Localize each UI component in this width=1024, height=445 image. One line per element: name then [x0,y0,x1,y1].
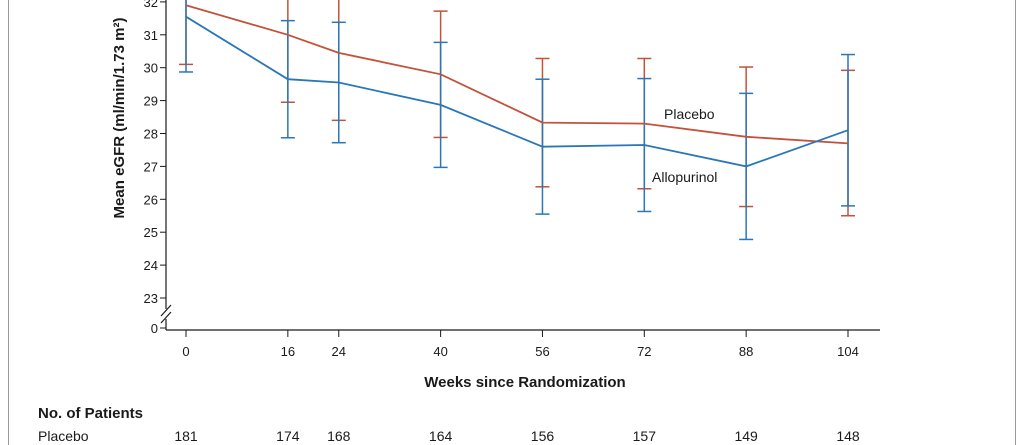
x-tick-label-56: 56 [535,344,549,359]
y-tick-label-28: 28 [144,127,158,142]
axes: 0 23 24 25 26 27 28 29 30 31 32 0 16 24 40 56 72 88 104 [144,0,880,359]
y-axis-break-mark-lower [160,311,172,324]
patients-count-week-40: 164 [429,428,453,444]
y-tick-label-31: 31 [144,28,158,43]
x-tick-label-0: 0 [182,344,189,359]
patients-row-label-placebo: Placebo [38,428,89,444]
allopurinol-series-line [185,15,849,168]
patients-count-week-56: 156 [531,428,555,444]
y-tick-label-26: 26 [144,192,158,207]
x-axis-title: Weeks since Randomization [424,374,625,391]
y-tick-label-27: 27 [144,159,158,174]
y-axis-break-mark-upper [160,304,172,317]
patients-count-week-88: 149 [734,428,758,444]
patients-count-week-72: 157 [633,428,657,444]
x-tick-label-40: 40 [433,344,447,359]
placebo-series-line [185,4,849,145]
patients-count-week-24: 168 [327,428,351,444]
y-tick-label-25: 25 [144,225,158,240]
placebo-series-label: Placebo [664,106,715,122]
y-tick-label-23: 23 [144,291,158,306]
y-tick-label-32: 32 [144,0,158,10]
patients-count-week-104: 148 [836,428,860,444]
allopurinol-error-bar-0 [179,0,193,73]
patients-count-week-0: 181 [174,428,198,444]
figure-frame [8,0,1016,445]
y-axis-title: Mean eGFR (ml/min/1.73 m²) [111,18,128,219]
y-tick-label-24: 24 [144,258,158,273]
patients-count-week-16: 174 [276,428,300,444]
chart-marks [179,0,855,241]
allopurinol-series-label: Allopurinol [652,169,717,185]
x-tick-label-24: 24 [332,344,346,359]
x-tick-label-104: 104 [837,344,859,359]
y-tick-label-0: 0 [151,321,158,336]
x-tick-label-72: 72 [637,344,651,359]
x-tick-label-88: 88 [739,344,753,359]
patients-row-placebo: 181 174 168 164 156 157 149 148 [174,428,860,444]
y-tick-label-29: 29 [144,94,158,109]
y-tick-label-30: 30 [144,61,158,76]
patients-table-heading: No. of Patients [38,405,143,422]
x-tick-label-16: 16 [281,344,295,359]
